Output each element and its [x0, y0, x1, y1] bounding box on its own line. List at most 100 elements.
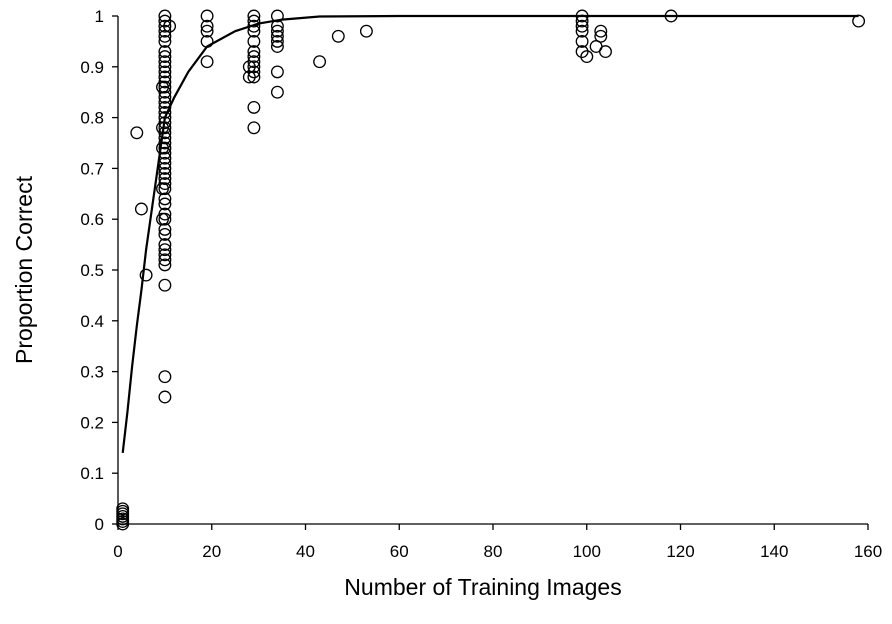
data-point: [158, 116, 172, 130]
data-point: [158, 24, 172, 38]
data-point: [158, 248, 172, 262]
data-point: [313, 55, 327, 69]
data-point: [359, 24, 373, 38]
data-point: [158, 19, 172, 33]
data-point: [158, 45, 172, 59]
data-point: [247, 45, 261, 59]
y-tick-label: 0.6: [80, 210, 104, 229]
data-point: [139, 268, 153, 282]
data-point: [270, 29, 284, 43]
data-point: [158, 60, 172, 74]
data-point: [580, 50, 594, 64]
data-point: [331, 29, 345, 43]
data-point: [200, 9, 214, 23]
y-tick-label: 1: [95, 7, 104, 26]
y-tick-label: 0.8: [80, 109, 104, 128]
data-point: [158, 136, 172, 150]
data-point: [134, 202, 148, 216]
data-point: [158, 207, 172, 221]
data-point: [158, 156, 172, 170]
data-point: [575, 34, 589, 48]
data-point: [575, 9, 589, 23]
data-point: [247, 24, 261, 38]
x-tick-label: 160: [854, 542, 882, 561]
data-point: [158, 111, 172, 125]
data-point: [158, 197, 172, 211]
data-point: [247, 50, 261, 64]
x-tick-label: 100: [573, 542, 601, 561]
x-tick-label: 0: [113, 542, 122, 561]
data-point: [247, 70, 261, 84]
data-point: [163, 19, 177, 33]
data-point: [158, 227, 172, 241]
data-point: [575, 19, 589, 33]
data-point: [158, 390, 172, 404]
y-tick-label: 0.5: [80, 261, 104, 280]
x-tick-label: 60: [390, 542, 409, 561]
data-point: [270, 19, 284, 33]
data-point: [158, 50, 172, 64]
data-point: [158, 95, 172, 109]
data-point: [158, 177, 172, 191]
data-point: [158, 100, 172, 114]
data-point: [158, 167, 172, 180]
data-point: [158, 106, 172, 119]
data-point: [158, 65, 172, 79]
data-point: [158, 212, 172, 226]
data-point: [200, 24, 214, 38]
y-tick-label: 0.7: [80, 159, 104, 178]
data-point: [158, 258, 172, 272]
data-point: [247, 14, 261, 28]
x-axis-ticks: 0 20 40 60 80 100 120 140 160: [113, 524, 882, 561]
data-point: [270, 9, 284, 23]
data-point: [158, 243, 172, 257]
data-point: [247, 60, 261, 74]
data-point: [200, 34, 214, 48]
data-point: [158, 222, 172, 236]
data-point: [575, 14, 589, 28]
data-point: [270, 24, 284, 38]
data-point: [247, 55, 261, 69]
data-point: [158, 161, 172, 175]
data-point: [599, 45, 612, 59]
x-tick-label: 20: [202, 542, 221, 561]
data-point: [158, 80, 172, 94]
data-point: [158, 182, 172, 196]
data-point: [247, 65, 261, 79]
data-point: [158, 141, 172, 155]
data-point: [158, 126, 172, 140]
data-point: [158, 121, 172, 135]
data-point: [247, 100, 261, 114]
data-point: [158, 55, 172, 69]
data-point: [664, 9, 678, 23]
data-point: [158, 131, 172, 145]
y-tick-label: 0.1: [80, 464, 104, 483]
data-point: [200, 55, 214, 69]
fitted-curve-line: [121, 14, 859, 454]
data-point: [158, 238, 172, 252]
data-point: [575, 45, 589, 59]
data-point: [200, 19, 214, 33]
data-point: [158, 146, 172, 160]
data-point: [158, 85, 172, 99]
data-point: [270, 40, 284, 53]
x-tick-label: 40: [296, 542, 315, 561]
data-point: [158, 90, 172, 104]
data-point: [247, 19, 261, 33]
data-points: [116, 9, 866, 531]
y-axis-ticks: 0 0.1 0.2 0.3 0.4 0.5 0.6 0.7 0.8 0.9 1: [80, 7, 118, 534]
data-point: [130, 126, 144, 140]
y-tick-label: 0: [95, 515, 104, 534]
data-point: [852, 14, 866, 28]
y-tick-label: 0.2: [80, 413, 104, 432]
data-point: [158, 370, 172, 384]
data-point: [594, 24, 608, 38]
data-point: [594, 29, 608, 43]
data-point: [158, 151, 172, 165]
data-point: [116, 502, 130, 516]
data-point: [270, 34, 284, 48]
data-point: [158, 253, 172, 267]
y-tick-label: 0.3: [80, 363, 104, 382]
data-point: [247, 34, 261, 48]
